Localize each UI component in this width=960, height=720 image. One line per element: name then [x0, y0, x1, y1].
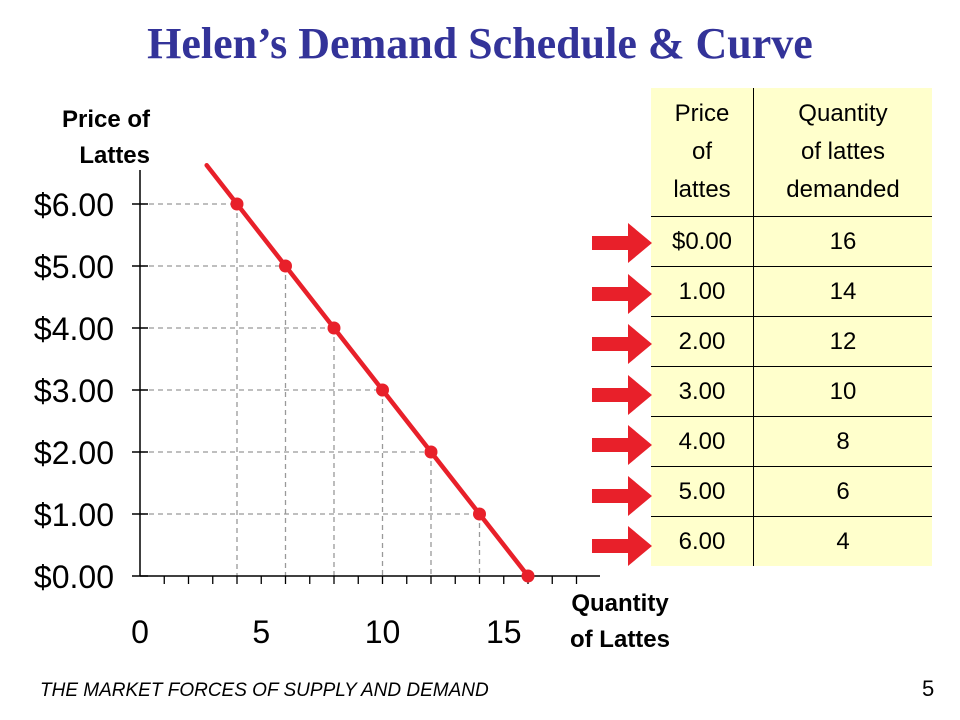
arrow-shape	[592, 425, 652, 466]
x-tick-label: 10	[365, 614, 401, 650]
row-arrow-icon	[592, 475, 652, 516]
row-arrow-icon	[592, 374, 652, 415]
x-tick-label: 5	[252, 614, 270, 650]
tick-layer: $0.00 $1.00 $2.00 $3.00 $4.00 $5.00 $6.00 0 5 10 1…	[34, 187, 522, 650]
table-row: 4.00 8	[651, 416, 932, 467]
y-tick-label: $5.00	[34, 249, 114, 285]
table-header-price: Price of lattes	[651, 88, 754, 217]
header-quantity-line: Quantity	[798, 100, 888, 127]
table-row: 2.00 12	[651, 316, 932, 367]
quantity-cell: 4	[836, 527, 850, 555]
table-row: 6.00 4	[651, 516, 932, 566]
point-layer	[230, 197, 535, 583]
y-tick-label: $1.00	[34, 497, 114, 533]
price-cell: $0.00	[651, 216, 754, 267]
y-tick-label: $3.00	[34, 373, 114, 409]
demand-point	[521, 569, 535, 583]
demand-point	[327, 321, 341, 335]
demand-schedule-table: Price of lattes Quantity of lattes deman…	[651, 88, 932, 566]
arrow-shape	[592, 273, 652, 314]
slide-title: Helen’s Demand Schedule & Curve	[147, 19, 813, 68]
y-tick-label: $4.00	[34, 311, 114, 347]
x-axis-label-line1: Quantity	[571, 590, 669, 617]
axis-layer	[132, 170, 600, 584]
row-arrow-icon	[592, 324, 652, 365]
table-header-quantity: Quantity of lattes demanded	[754, 88, 933, 217]
arrow-shape	[592, 223, 652, 264]
header-quantity-line: demanded	[786, 176, 900, 203]
y-tick-label: $2.00	[34, 435, 114, 471]
arrow-shape	[592, 475, 652, 516]
y-axis-label-line1: Price of	[61, 106, 150, 133]
arrow-shape	[592, 324, 652, 365]
table-row: 3.00 10	[651, 366, 932, 417]
demand-point	[376, 383, 389, 397]
header-quantity-line: of lattes	[800, 138, 886, 165]
price-cell: 6.00	[651, 516, 754, 566]
y-tick-label: $0.00	[34, 559, 114, 595]
table-header-row: Price of lattes Quantity of lattes deman…	[651, 88, 932, 217]
price-cell: 2.00	[651, 316, 754, 367]
table-row: 5.00 6	[651, 466, 932, 517]
demand-point	[230, 197, 244, 211]
header-price-line: lattes	[673, 176, 731, 203]
row-arrow-icon	[592, 223, 652, 264]
row-arrow-icon	[592, 425, 652, 466]
row-arrow-icon	[592, 526, 652, 567]
quantity-cell: 12	[829, 327, 857, 355]
grid-layer	[140, 203, 481, 576]
x-tick-label: 15	[486, 614, 522, 650]
quantity-cell: 6	[836, 477, 850, 505]
price-cell: 1.00	[651, 266, 754, 317]
table-row: $0.00 16	[651, 216, 932, 267]
x-tick-label: 0	[131, 614, 149, 650]
arrow-shape	[592, 374, 652, 415]
price-cell: 3.00	[651, 366, 754, 417]
demand-curve-line	[204, 163, 531, 579]
demand-point	[473, 507, 486, 521]
x-axis-label-line2: of Lattes	[569, 626, 670, 653]
price-cell: 5.00	[651, 466, 754, 517]
quantity-cell: 16	[829, 227, 857, 255]
quantity-cell: 14	[829, 277, 857, 305]
y-axis-label-line2: Lattes	[79, 142, 150, 169]
curve-layer	[204, 163, 531, 579]
quantity-cell: 8	[836, 427, 850, 455]
demand-point	[279, 259, 292, 273]
header-price-line: Price	[674, 100, 730, 127]
page-number: 5	[922, 676, 935, 701]
price-cell: 4.00	[651, 416, 754, 467]
header-price-line: of	[691, 138, 712, 165]
y-axis-label: Price of Lattes	[30, 102, 150, 174]
arrow-shape	[592, 526, 652, 567]
y-tick-label: $6.00	[34, 187, 114, 223]
row-arrow-icon	[592, 273, 652, 314]
demand-point	[424, 445, 438, 459]
x-axis-label: Quantity of Lattes	[530, 586, 710, 658]
table-row: 1.00 14	[651, 266, 932, 317]
footer-text: THE MARKET FORCES OF SUPPLY AND DEMAND	[40, 680, 489, 701]
quantity-cell: 10	[829, 377, 857, 405]
